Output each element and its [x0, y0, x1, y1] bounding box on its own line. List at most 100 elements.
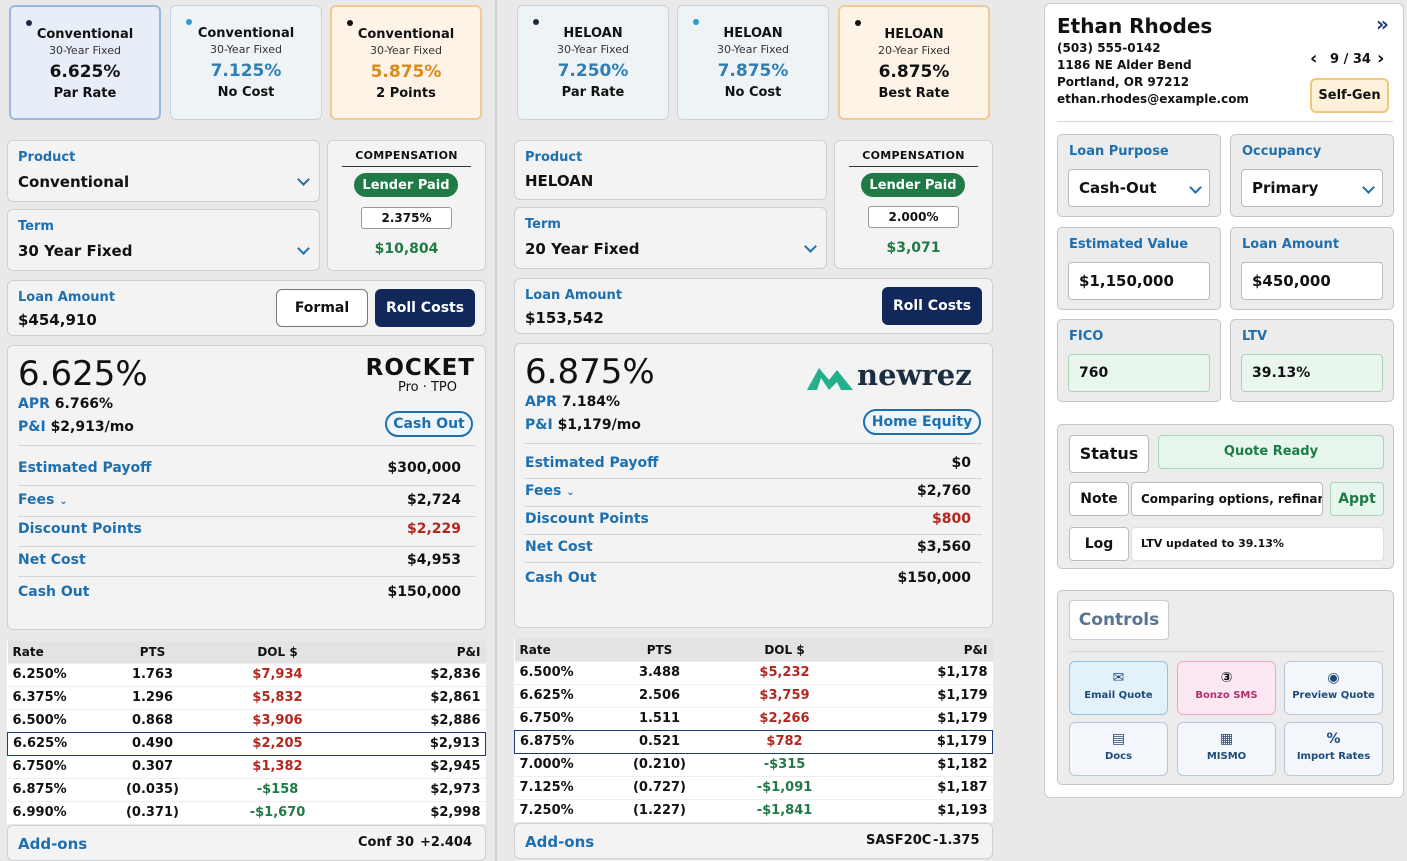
next-lead-icon[interactable]: ›	[1377, 48, 1385, 69]
bullet-icon	[855, 20, 861, 26]
email-quote-button[interactable]: ✉ Email Quote	[1069, 661, 1168, 715]
rate-table-cell: 1.511	[604, 706, 715, 730]
envelope-icon: ✉	[1112, 670, 1125, 686]
row-value: $2,760	[916, 483, 971, 499]
fico-label: FICO	[1069, 329, 1104, 344]
card-desc: No Cost	[724, 85, 782, 100]
rate-table-cell: 0.868	[97, 708, 208, 732]
rate-table-cell: $1,182	[854, 752, 993, 776]
bonzo-sms-button[interactable]: ③ Bonzo SMS	[1177, 661, 1276, 715]
roll-costs-button[interactable]: Roll Costs	[882, 287, 982, 325]
comp-percent-input[interactable]: 2.375%	[361, 207, 452, 229]
occupancy-select[interactable]: Primary	[1241, 169, 1383, 207]
rate-table-row[interactable]: 6.750% 0.307 $1,382 $2,945	[7, 754, 486, 778]
rate-table-row[interactable]: 6.250% 1.763 $7,934 $2,836	[7, 662, 486, 686]
rate-table-row[interactable]: 7.250% (1.227) -$1,841 $1,193	[514, 798, 993, 822]
addons-panel[interactable]: Add-ons Conf 30 +2.404	[7, 825, 486, 861]
home-equity-badge: Home Equity	[863, 409, 981, 435]
rate-table-row[interactable]: 7.000% (0.210) -$315 $1,182	[514, 752, 993, 776]
card-title: HELOAN	[563, 26, 623, 41]
rate-table-row[interactable]: 6.625% 0.490 $2,205 $2,913	[7, 731, 486, 756]
collapse-panel-icon[interactable]: »	[1376, 12, 1389, 36]
rate-table-row[interactable]: 6.625% 2.506 $3,759 $1,179	[514, 683, 993, 707]
roll-costs-button[interactable]: Roll Costs	[375, 289, 475, 327]
row-value: $4,953	[406, 552, 461, 568]
term-select[interactable]: Term 20 Year Fixed	[514, 207, 827, 269]
rate-table-row[interactable]: 6.990% (0.371) -$1,670 $2,998	[7, 800, 486, 824]
rate-card-par[interactable]: HELOAN 30-Year Fixed 7.250% Par Rate	[517, 5, 669, 120]
addons-panel[interactable]: Add-ons SASF20C -1.375	[514, 823, 993, 859]
chevron-down-icon	[297, 242, 310, 255]
rate-table-cell: $2,836	[347, 662, 486, 686]
occupancy-label: Occupancy	[1242, 144, 1322, 159]
card-desc: Par Rate	[561, 85, 625, 100]
summary-row: Discount Points $800	[525, 511, 971, 527]
formal-button[interactable]: Formal	[276, 289, 368, 327]
loan-purpose-select[interactable]: Cash-Out	[1068, 169, 1210, 207]
row-label: Net Cost	[525, 539, 593, 555]
rate-table-row[interactable]: 6.875% 0.521 $782 $1,179	[514, 729, 993, 754]
rocket-logo: ROCKET Pro · TPO	[363, 356, 475, 395]
status-panel: Status Quote Ready Note Comparing option…	[1057, 424, 1394, 569]
rate-table-cell: 0.490	[97, 731, 208, 756]
status-select[interactable]: Quote Ready	[1158, 435, 1384, 469]
rate-card-no-cost[interactable]: HELOAN 30-Year Fixed 7.875% No Cost	[677, 5, 829, 120]
rate-table-row[interactable]: 6.875% (0.035) -$158 $2,973	[7, 777, 486, 801]
import-rates-button[interactable]: % Import Rates	[1284, 722, 1383, 776]
prev-lead-icon[interactable]: ‹	[1310, 48, 1318, 69]
rate-card-par[interactable]: Conventional 30-Year Fixed 6.625% Par Ra…	[9, 5, 161, 120]
fico-field: FICO 760	[1057, 319, 1221, 402]
card-subtitle: 30-Year Fixed	[370, 44, 442, 57]
fees-row[interactable]: Fees ⌄ $2,724	[18, 492, 461, 508]
rate-table: Rate PTS DOL $ P&I 6.250% 1.763 $7,934 $2,8…	[7, 641, 486, 824]
lender-paid-toggle[interactable]: Lender Paid	[354, 173, 458, 197]
card-subtitle: 30-Year Fixed	[557, 43, 629, 56]
rate-card-best[interactable]: HELOAN 20-Year Fixed 6.875% Best Rate	[838, 5, 990, 120]
card-title: HELOAN	[884, 27, 944, 42]
card-rate: 7.250%	[557, 61, 629, 81]
rate-table-cell: $2,973	[347, 777, 486, 801]
rate-table-row[interactable]: 6.750% 1.511 $2,266 $1,179	[514, 706, 993, 730]
rate-table-cell: $1,382	[207, 754, 348, 778]
rate-card-no-cost[interactable]: Conventional 30-Year Fixed 7.125% No Cos…	[170, 5, 322, 120]
document-icon: ▤	[1111, 731, 1126, 747]
pi-value: $1,179/mo	[557, 417, 641, 433]
row-value: $0	[951, 455, 971, 471]
estimated-value-input[interactable]: $1,150,000	[1068, 262, 1210, 300]
appt-button[interactable]: Appt	[1330, 482, 1384, 516]
borrower-email: ethan.rhodes@example.com	[1057, 92, 1249, 106]
rate-card-points[interactable]: Conventional 30-Year Fixed 5.875% 2 Poin…	[330, 5, 482, 120]
docs-button[interactable]: ▤ Docs	[1069, 722, 1168, 776]
rate-table-cell: $3,759	[714, 683, 855, 707]
ltv-value: 39.13%	[1241, 354, 1383, 392]
note-input[interactable]: Comparing options, refinance	[1131, 482, 1323, 516]
card-title: Conventional	[36, 27, 134, 42]
rate-table-row[interactable]: 6.500% 0.868 $3,906 $2,886	[7, 708, 486, 732]
rate-table-cell: $5,232	[714, 660, 855, 684]
rate-table-row[interactable]: 7.125% (0.727) -$1,091 $1,187	[514, 775, 993, 799]
fees-row[interactable]: Fees ⌄ $2,760	[525, 483, 971, 499]
log-entry: LTV updated to 39.13%	[1131, 527, 1384, 561]
fico-input[interactable]: 760	[1068, 354, 1210, 392]
col-header: Rate	[514, 639, 605, 661]
bullet-icon	[186, 19, 192, 25]
rate-table: Rate PTS DOL $ P&I 6.500% 3.488 $5,232 $1,1…	[514, 639, 993, 822]
row-label: Discount Points	[18, 521, 142, 537]
product-select[interactable]: Product Conventional	[7, 140, 320, 202]
term-select[interactable]: Term 30 Year Fixed	[7, 209, 320, 271]
rate-table-row[interactable]: 6.500% 3.488 $5,232 $1,178	[514, 660, 993, 684]
loan-amount-panel: Loan Amount $153,542 Roll Costs	[514, 278, 993, 334]
loan-amount-input[interactable]: $450,000	[1241, 262, 1383, 300]
rate-table-cell: $1,179	[854, 706, 993, 730]
rate-table-cell: -$158	[207, 777, 348, 801]
comp-percent-input[interactable]: 2.000%	[868, 206, 959, 228]
row-label: Net Cost	[18, 552, 86, 568]
loan-amount-panel: Loan Amount $454,910 Formal Roll Costs	[7, 280, 486, 336]
rate-table-row[interactable]: 6.375% 1.296 $5,832 $2,861	[7, 685, 486, 709]
lender-paid-toggle[interactable]: Lender Paid	[861, 173, 965, 197]
rate-table-cell: (0.727)	[604, 775, 715, 799]
rate-table-cell: $2,945	[347, 754, 486, 778]
summary-row: Cash Out $150,000	[525, 570, 971, 586]
preview-quote-button[interactable]: ◉ Preview Quote	[1284, 661, 1383, 715]
mismo-button[interactable]: ▦ MISMO	[1177, 722, 1276, 776]
